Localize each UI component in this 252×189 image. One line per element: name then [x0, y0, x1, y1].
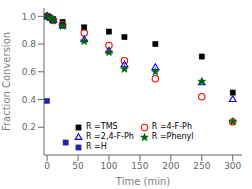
- svg-text:1.0: 1.0: [22, 12, 37, 22]
- svg-text:0.8: 0.8: [22, 39, 37, 49]
- svg-text:100: 100: [100, 161, 117, 171]
- svg-text:50: 50: [72, 161, 84, 171]
- svg-text:300: 300: [224, 161, 241, 171]
- html-text:R =Phenyl: R =Phenyl: [151, 132, 194, 141]
- svg-text:250: 250: [193, 161, 210, 171]
- svg-text:0: 0: [44, 161, 50, 171]
- html-text:R =4-F-Ph: R =4-F-Ph: [151, 122, 192, 131]
- svg-text:Time (min): Time (min): [115, 176, 170, 187]
- html-text:R =H: R =H: [86, 142, 107, 151]
- html-text:R =2,4-F-Ph: R =2,4-F-Ph: [86, 132, 134, 141]
- svg-text:Fraction Conversion: Fraction Conversion: [8, 32, 12, 131]
- svg-text:200: 200: [162, 161, 179, 171]
- svg-text:0.2: 0.2: [22, 122, 36, 132]
- svg-text:150: 150: [131, 161, 148, 171]
- svg-text:0.6: 0.6: [22, 67, 37, 77]
- svg-text:0.4: 0.4: [22, 95, 37, 105]
- html-text:R =TMS: R =TMS: [86, 122, 118, 131]
